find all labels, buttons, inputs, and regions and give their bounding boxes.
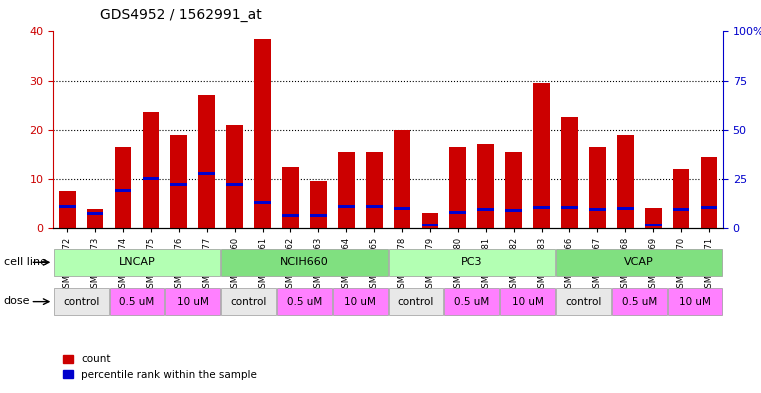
FancyBboxPatch shape — [389, 249, 555, 275]
Bar — [87, 209, 103, 228]
Text: 10 uM: 10 uM — [679, 297, 711, 307]
Bar — [673, 169, 689, 228]
Text: VCAP: VCAP — [624, 257, 654, 267]
Bar — [115, 189, 132, 192]
FancyBboxPatch shape — [54, 288, 109, 315]
Text: 0.5 uM: 0.5 uM — [287, 297, 322, 307]
FancyBboxPatch shape — [444, 288, 499, 315]
FancyBboxPatch shape — [333, 288, 387, 315]
Bar — [701, 157, 718, 228]
Text: LNCAP: LNCAP — [119, 257, 155, 267]
Text: 0.5 uM: 0.5 uM — [454, 297, 489, 307]
Text: 10 uM: 10 uM — [511, 297, 543, 307]
Bar — [477, 144, 494, 228]
FancyBboxPatch shape — [667, 288, 722, 315]
Bar — [366, 205, 383, 208]
Bar — [282, 214, 299, 217]
Text: PC3: PC3 — [461, 257, 482, 267]
FancyBboxPatch shape — [54, 249, 220, 275]
FancyBboxPatch shape — [389, 288, 444, 315]
Bar — [310, 181, 326, 228]
Bar — [254, 39, 271, 228]
Bar — [338, 205, 355, 208]
Text: control: control — [398, 297, 435, 307]
Bar — [505, 152, 522, 228]
FancyBboxPatch shape — [277, 288, 332, 315]
Bar — [87, 212, 103, 215]
Bar — [533, 206, 550, 209]
Bar — [282, 167, 299, 228]
FancyBboxPatch shape — [221, 288, 276, 315]
Bar — [589, 147, 606, 228]
FancyBboxPatch shape — [500, 288, 555, 315]
Bar — [393, 130, 410, 228]
Text: control: control — [231, 297, 267, 307]
Bar — [115, 147, 132, 228]
Bar — [673, 208, 689, 211]
Bar — [533, 83, 550, 228]
Text: GDS4952 / 1562991_at: GDS4952 / 1562991_at — [100, 8, 262, 22]
Bar — [450, 147, 466, 228]
Bar — [254, 201, 271, 204]
Bar — [617, 134, 634, 228]
Bar — [450, 211, 466, 214]
FancyBboxPatch shape — [110, 288, 164, 315]
Bar — [199, 95, 215, 228]
Text: 0.5 uM: 0.5 uM — [119, 297, 154, 307]
Text: 0.5 uM: 0.5 uM — [622, 297, 657, 307]
Text: 10 uM: 10 uM — [177, 297, 209, 307]
Bar — [366, 152, 383, 228]
Bar — [142, 112, 159, 228]
FancyBboxPatch shape — [612, 288, 667, 315]
Text: cell line: cell line — [4, 257, 47, 267]
Bar — [505, 209, 522, 212]
Bar — [422, 224, 438, 226]
Text: NCIH660: NCIH660 — [280, 257, 329, 267]
Bar — [561, 118, 578, 228]
Bar — [477, 208, 494, 211]
Bar — [645, 208, 661, 228]
Bar — [645, 224, 661, 226]
Bar — [617, 207, 634, 210]
Text: dose: dose — [4, 296, 30, 307]
FancyBboxPatch shape — [165, 288, 220, 315]
Bar — [142, 177, 159, 180]
Bar — [226, 125, 243, 228]
FancyBboxPatch shape — [556, 288, 611, 315]
Bar — [393, 207, 410, 210]
FancyBboxPatch shape — [556, 249, 722, 275]
Bar — [226, 183, 243, 186]
Legend: count, percentile rank within the sample: count, percentile rank within the sample — [59, 350, 262, 384]
FancyBboxPatch shape — [221, 249, 387, 275]
Bar — [199, 173, 215, 175]
Text: control: control — [63, 297, 100, 307]
Bar — [422, 213, 438, 228]
Text: control: control — [565, 297, 602, 307]
Bar — [701, 206, 718, 209]
Bar — [170, 183, 187, 186]
Bar — [338, 152, 355, 228]
Bar — [59, 191, 75, 228]
Bar — [310, 214, 326, 217]
Bar — [589, 208, 606, 211]
Bar — [170, 134, 187, 228]
Bar — [561, 206, 578, 209]
Text: 10 uM: 10 uM — [344, 297, 376, 307]
Bar — [59, 205, 75, 208]
